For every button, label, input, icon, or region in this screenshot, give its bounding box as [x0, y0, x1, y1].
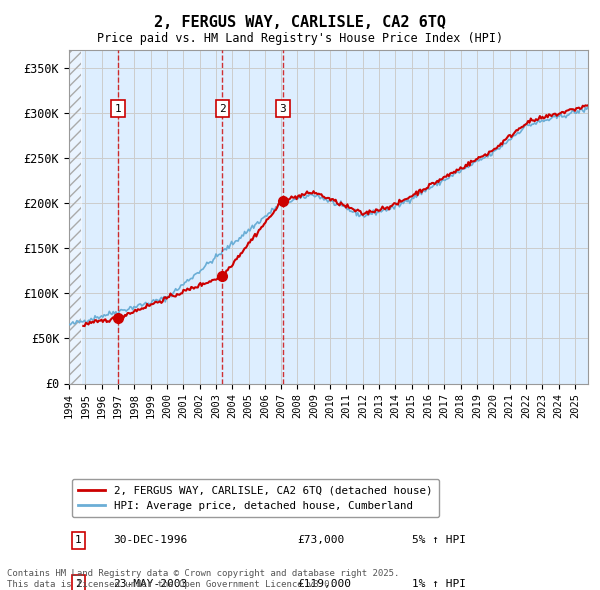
Text: 2: 2 [75, 579, 82, 588]
Legend: 2, FERGUS WAY, CARLISLE, CA2 6TQ (detached house), HPI: Average price, detached : 2, FERGUS WAY, CARLISLE, CA2 6TQ (detach… [72, 479, 439, 517]
Text: 1: 1 [115, 104, 121, 114]
Bar [69, 50, 81, 384]
Text: 3: 3 [280, 104, 286, 114]
Text: £119,000: £119,000 [298, 579, 352, 588]
Text: 23-MAY-2003: 23-MAY-2003 [113, 579, 187, 588]
Text: Price paid vs. HM Land Registry's House Price Index (HPI): Price paid vs. HM Land Registry's House … [97, 32, 503, 45]
Text: 1% ↑ HPI: 1% ↑ HPI [412, 579, 466, 588]
Text: 1: 1 [75, 535, 82, 545]
Text: 2, FERGUS WAY, CARLISLE, CA2 6TQ: 2, FERGUS WAY, CARLISLE, CA2 6TQ [154, 15, 446, 30]
Text: £73,000: £73,000 [298, 535, 344, 545]
Text: 30-DEC-1996: 30-DEC-1996 [113, 535, 187, 545]
Text: 5% ↑ HPI: 5% ↑ HPI [412, 535, 466, 545]
Text: 2: 2 [219, 104, 226, 114]
Bar [69, 50, 81, 384]
Text: Contains HM Land Registry data © Crown copyright and database right 2025.
This d: Contains HM Land Registry data © Crown c… [7, 569, 400, 589]
